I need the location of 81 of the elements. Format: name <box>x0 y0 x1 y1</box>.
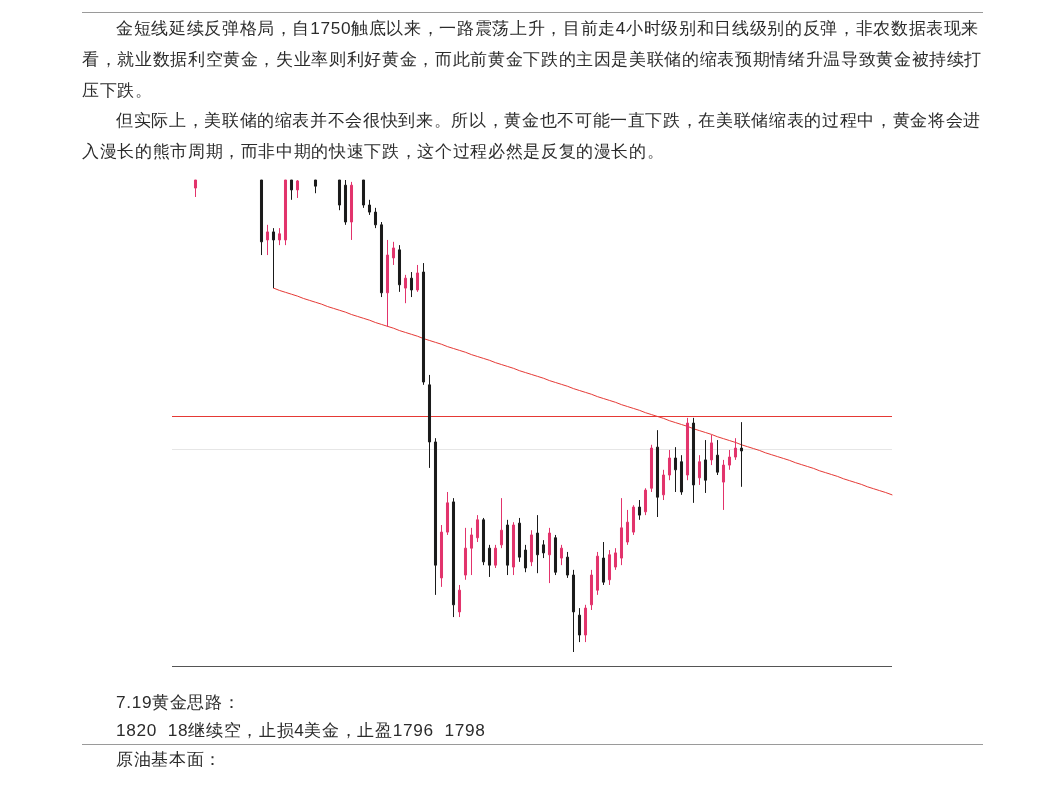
text: 7.19黄金思路： <box>115 691 242 714</box>
candlestick <box>397 244 402 293</box>
candlestick <box>379 221 384 298</box>
candlestick <box>421 262 426 386</box>
candlestick <box>481 517 486 566</box>
candlestick <box>577 607 582 643</box>
candlestick <box>349 181 354 241</box>
candlestick <box>337 179 342 211</box>
candlestick <box>373 207 378 229</box>
candlestick <box>499 497 504 549</box>
candlestick <box>541 539 546 559</box>
candlestick <box>589 569 594 611</box>
candlestick <box>487 544 492 578</box>
candlestick <box>667 449 672 481</box>
candlestick <box>277 227 282 246</box>
candlestick <box>565 551 570 579</box>
candlestick <box>259 179 264 256</box>
candlestick <box>631 504 636 536</box>
candlestick <box>559 544 564 566</box>
candlestick <box>733 437 738 461</box>
candlestick <box>433 437 438 596</box>
candlestick <box>523 544 528 573</box>
candlestick <box>517 517 522 563</box>
candlestick <box>469 527 474 576</box>
candlestick <box>739 421 744 488</box>
text: 1820 18继续空，止损4美金，止盈1796 1798 <box>115 719 487 742</box>
candlestick <box>511 521 516 576</box>
candlestick <box>271 227 276 289</box>
candlestick <box>403 274 408 304</box>
candlestick <box>649 444 654 493</box>
candlestick <box>193 179 198 198</box>
candlestick <box>367 199 372 216</box>
candlestick <box>643 487 648 516</box>
candlestick <box>289 179 294 201</box>
candlestick <box>715 439 720 476</box>
text: 金短线延续反弹格局，自1750触底以来，一路震荡上升，目前走4小时级别和日线级别的反弹，非农数据表现来看，就业数据利空黄金，失业率则利好黄金，而此前黄金下跌的主因是美联储的缩表预期情绪升温导致黄金被持续打压下跌。 <box>82 17 984 102</box>
candlestick <box>463 527 468 581</box>
candlestick <box>361 179 366 209</box>
candlestick <box>703 439 708 494</box>
candlestick <box>697 454 702 486</box>
text: 原油基本面： <box>82 744 983 773</box>
candlestick <box>391 241 396 266</box>
candlestick <box>721 459 726 511</box>
candlestick <box>493 544 498 569</box>
candlestick <box>583 604 588 643</box>
candlestick <box>661 469 666 501</box>
candlestick <box>691 417 696 504</box>
candlestick <box>283 179 288 246</box>
candlestick <box>409 271 414 298</box>
candlestick <box>547 527 552 584</box>
candlestick <box>265 224 270 256</box>
candlestick <box>451 497 456 618</box>
candlestick <box>685 417 690 481</box>
candlestick <box>445 491 450 536</box>
candlestick <box>673 446 678 493</box>
candlestick <box>439 524 444 588</box>
candlestick <box>385 239 390 328</box>
candlestick <box>595 551 600 596</box>
candlestick <box>343 179 348 226</box>
candlestick <box>295 179 300 199</box>
candlestick <box>607 549 612 586</box>
candlestick <box>619 497 624 566</box>
candlestick <box>625 509 630 546</box>
candlestick <box>313 179 318 194</box>
candlestick <box>637 499 642 521</box>
candlestick <box>529 529 534 567</box>
candlestick <box>457 584 462 618</box>
candlestick <box>427 374 432 469</box>
candlestick <box>553 534 558 576</box>
candlestick <box>727 449 732 471</box>
candlestick <box>475 514 480 543</box>
text: 但实际上，美联储的缩表并不会很快到来。所以，黄金也不可能一直下跌，在美联储缩表的过程中，黄金将会进入漫长的熊市周期，而非中期的快速下跌，这个过程必然是反复的漫长的。 <box>82 109 982 164</box>
candlestick <box>655 429 660 518</box>
candlestick <box>505 519 510 576</box>
candlestick <box>613 547 618 571</box>
candlestick <box>679 454 684 496</box>
candlestick <box>601 541 606 586</box>
candlestick <box>709 434 714 466</box>
candlestick <box>415 264 420 293</box>
candlestick <box>535 514 540 574</box>
candlestick <box>571 569 576 653</box>
